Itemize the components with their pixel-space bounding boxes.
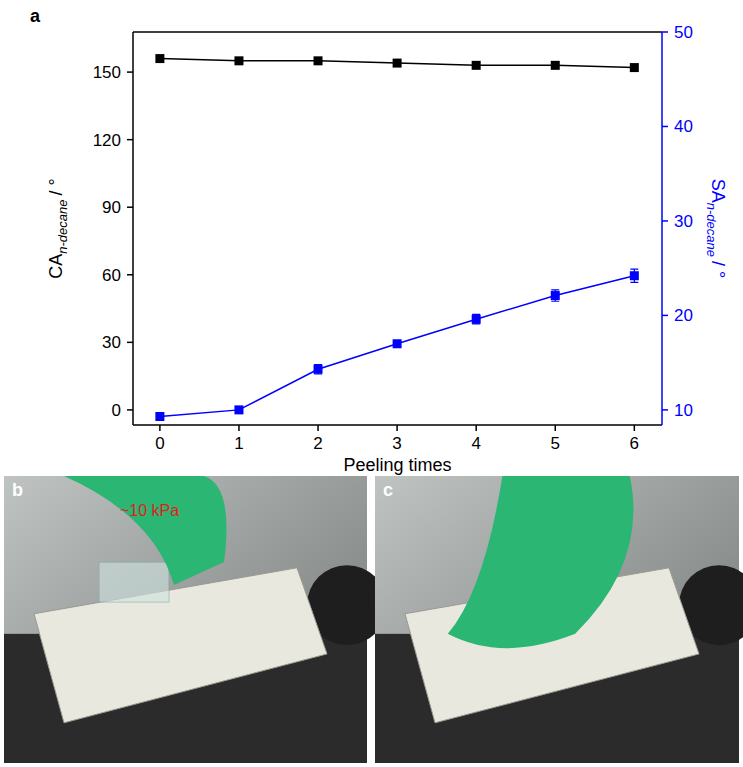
marker	[314, 365, 323, 374]
y-tick	[127, 342, 133, 344]
y-tick	[127, 274, 133, 276]
x-tick	[396, 425, 398, 431]
error-bar	[314, 365, 322, 374]
y-tick	[127, 71, 133, 73]
annotation: ~10 kPa	[120, 502, 179, 519]
x-tick-label: 5	[551, 434, 560, 453]
photo-panel	[375, 476, 743, 763]
marker	[393, 339, 402, 348]
axis-title-sub: n-decane	[55, 199, 70, 253]
x-tick	[238, 425, 240, 431]
y2-tick-label: 20	[674, 306, 693, 325]
axis-title-sub: n-decane	[704, 203, 719, 257]
y-tick	[127, 206, 133, 208]
error-bar	[551, 290, 559, 301]
marker	[472, 315, 481, 324]
y-tick-label: 0	[112, 401, 121, 420]
axis-title-main: CA	[46, 254, 66, 279]
x-tick-label: 6	[630, 434, 639, 453]
marker	[314, 56, 323, 65]
plot-area	[155, 54, 638, 421]
photo-panel	[4, 476, 387, 763]
x-tick-label: 1	[234, 434, 243, 453]
marker	[393, 59, 402, 68]
axis-title-main: SA	[708, 179, 728, 203]
series-line	[160, 276, 634, 417]
marker	[234, 56, 243, 65]
x-tick	[475, 425, 477, 431]
y2-tick-label: 50	[674, 23, 693, 42]
y-tick	[127, 139, 133, 141]
y-tick-label: 120	[93, 131, 121, 150]
x-tick-label: 4	[471, 434, 480, 453]
x-tick-label: 0	[155, 434, 164, 453]
gloved-finger	[448, 476, 634, 648]
tape	[99, 562, 169, 602]
x-tick	[555, 425, 557, 431]
series-line	[160, 59, 634, 68]
panel-label: a	[30, 6, 41, 26]
y2-tick-label: 40	[674, 117, 693, 136]
y2-tick-label: 30	[674, 212, 693, 231]
error-bar	[630, 269, 638, 282]
x-tick	[159, 425, 161, 431]
frame-top	[133, 31, 662, 33]
error-bar	[472, 314, 480, 323]
marker	[551, 61, 560, 70]
x-tick-label: 3	[392, 434, 401, 453]
marker	[155, 54, 164, 63]
y2-tick	[662, 409, 668, 411]
x-tick	[317, 425, 319, 431]
marker	[234, 405, 243, 414]
axis-title: SAn-decane / °	[704, 179, 728, 278]
y2-tick-label: 10	[674, 401, 693, 420]
y-tick-label: 90	[102, 198, 121, 217]
gloved-finger	[64, 476, 227, 585]
coated-substrate	[34, 568, 327, 723]
y2-axis	[661, 32, 663, 425]
y2-tick	[662, 220, 668, 222]
photo-background	[375, 476, 739, 763]
y-tick	[127, 409, 133, 411]
x-tick	[634, 425, 636, 431]
y-tick-label: 30	[102, 333, 121, 352]
photo-background	[4, 476, 367, 763]
panel-label: c	[383, 480, 393, 500]
y-axis	[132, 32, 134, 425]
marker	[155, 412, 164, 421]
axis-title-unit: / °	[708, 261, 728, 278]
y2-tick	[662, 31, 668, 33]
x-axis-title: Peeling times	[343, 455, 451, 475]
axis-title-unit: / °	[46, 178, 66, 195]
y-tick-label: 60	[102, 266, 121, 285]
x-tick-label: 2	[313, 434, 322, 453]
y2-tick	[662, 126, 668, 128]
panel-label: b	[12, 480, 23, 500]
y-tick-label: 150	[93, 63, 121, 82]
y2-tick	[662, 315, 668, 317]
axis-title: CAn-decane / °	[46, 178, 70, 278]
marker	[630, 63, 639, 72]
marker	[551, 291, 560, 300]
marker	[630, 271, 639, 280]
marker	[472, 61, 481, 70]
figure: a 0 1 2 3 4 5 6 Peeling times 0 30 60 90 120 150 10 20 30…	[0, 0, 743, 767]
